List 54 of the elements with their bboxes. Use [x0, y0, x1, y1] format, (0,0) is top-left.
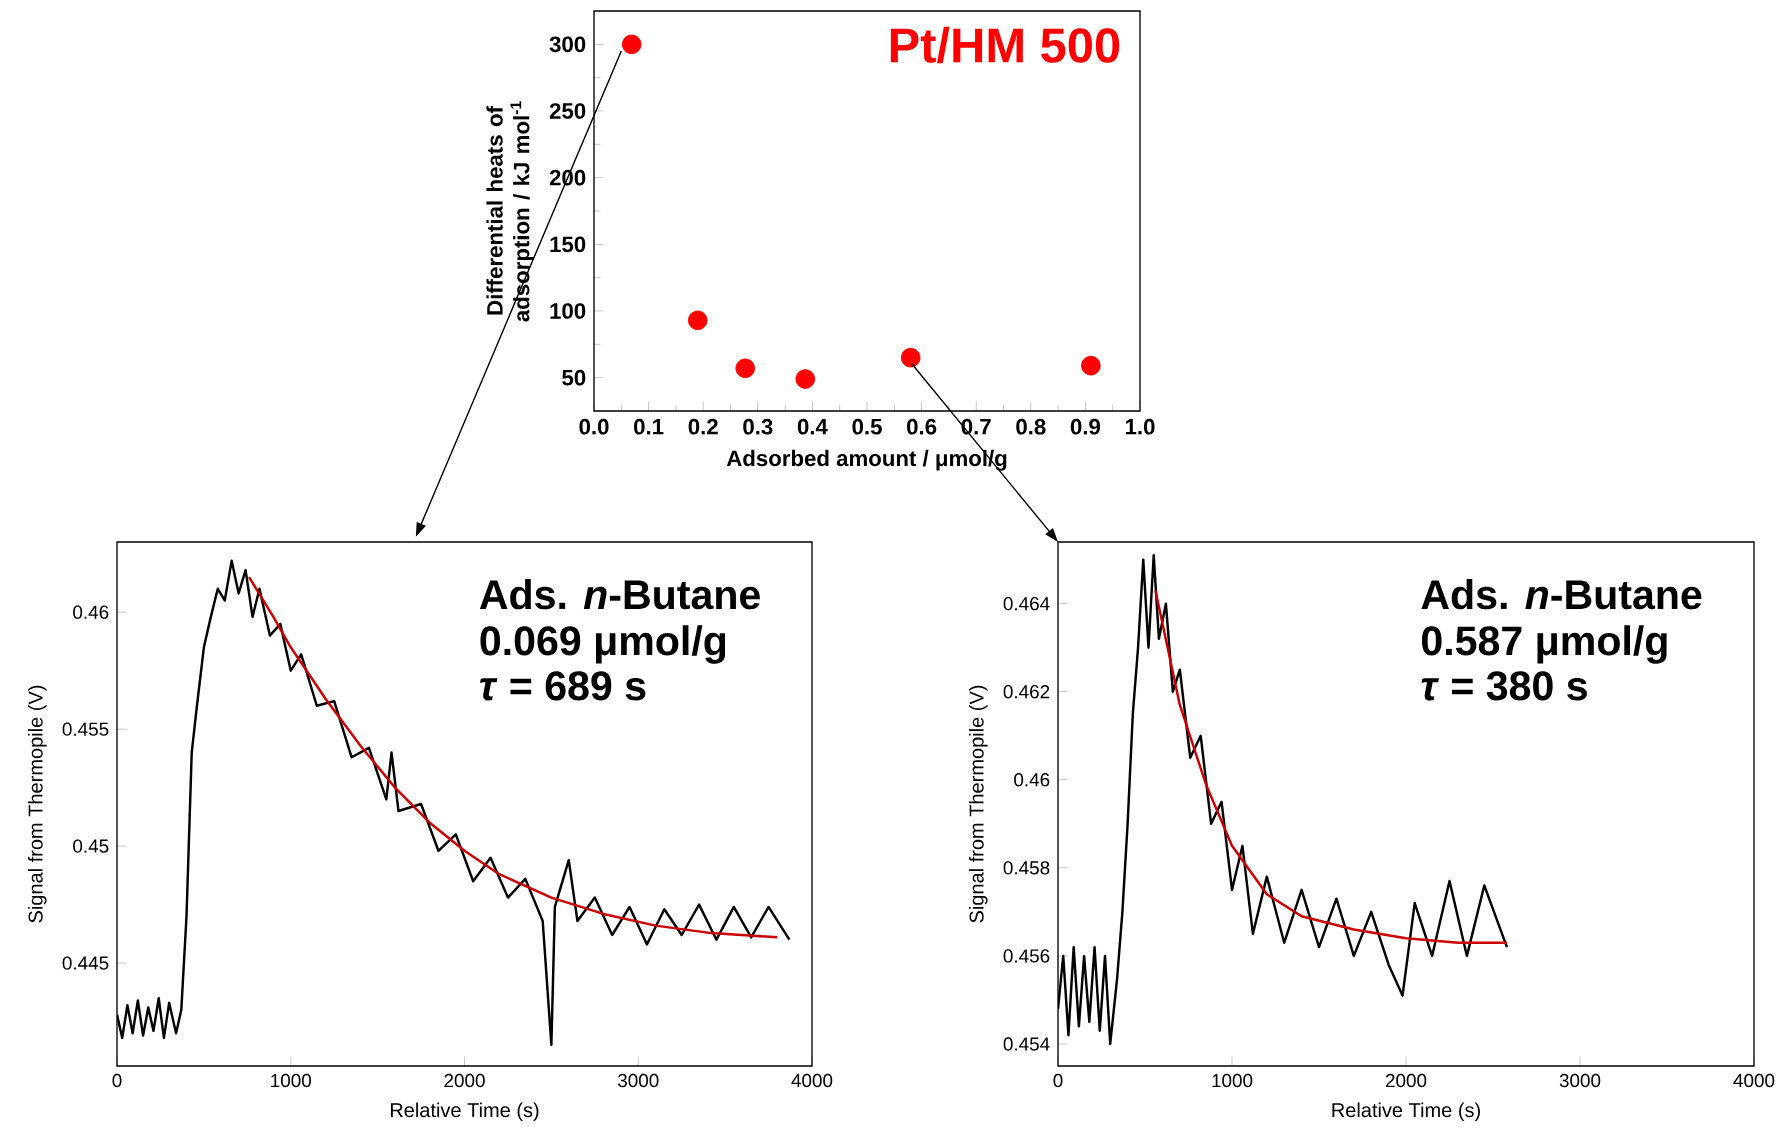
y-tick-label: 300	[549, 36, 586, 53]
y-tick-label: 250	[549, 103, 586, 119]
x-tick-label: 0.1	[634, 418, 664, 435]
y-tick-label: 0.46	[1014, 773, 1050, 787]
annotation: Ads. n-Butane	[1421, 579, 1702, 610]
x-tick-label: 0	[1053, 1073, 1063, 1088]
point	[1081, 355, 1101, 376]
point	[735, 358, 756, 379]
point	[621, 34, 642, 55]
x-tick-label: 0.6	[907, 418, 937, 435]
x-tick-label: 0.5	[852, 418, 882, 435]
y-axis-title: Signal from Thermopile (V)	[27, 685, 47, 923]
y-axis-title: Differential heats of adsorption / kJ mol$^{-1}$	[486, 101, 534, 322]
x-tick-label: 1.0	[1125, 418, 1155, 435]
y-tick-label: 0.445	[62, 956, 109, 970]
y-tick-label: 150	[550, 236, 586, 253]
y-tick-label: 0.458	[1003, 861, 1050, 875]
y-tick-label: 100	[550, 303, 586, 319]
x-tick-label: 2000	[1385, 1073, 1427, 1088]
x-tick-label: 0.3	[743, 418, 773, 435]
y-tick-label: 0.456	[1003, 949, 1050, 963]
x-tick-label: 2000	[444, 1073, 485, 1088]
annotation: 0.069 μmol/g	[480, 625, 726, 664]
y-axis-title: Signal from Thermopile (V)	[968, 685, 988, 923]
annotation: 0.587 μmol/g	[1422, 625, 1667, 664]
y-tick-label: 50	[562, 369, 586, 386]
x-tick-label: 4000	[1733, 1073, 1775, 1088]
x-tick-label: 0.0	[579, 418, 609, 435]
x-tick-label: 0.8	[1016, 418, 1046, 435]
x-axis-title: Relative Time (s)	[1332, 1102, 1480, 1122]
annotation: Ads. n-Butane	[479, 579, 760, 610]
x-axis-title: Relative Time (s)	[390, 1102, 539, 1122]
x-tick-label: 0.4	[797, 418, 828, 435]
x-tick-label: 3000	[617, 1073, 659, 1088]
y-tick-label: 0.45	[73, 839, 109, 853]
x-tick-label: 3000	[1559, 1073, 1601, 1088]
y-tick-label: 0.462	[1003, 685, 1050, 699]
annotation: τ = 380 s	[1421, 671, 1587, 701]
x-tick-label: 0.2	[688, 418, 718, 435]
x-tick-label: 1000	[1212, 1073, 1253, 1088]
x-tick-label: 4000	[791, 1073, 833, 1088]
x-tick-label: 0.9	[1070, 418, 1101, 435]
x-tick-label: 0	[112, 1073, 122, 1088]
point	[900, 347, 921, 368]
y-tick-label: 0.455	[62, 722, 109, 736]
annotation: τ = 689 s	[480, 671, 646, 701]
y-tick-label: 0.464	[1003, 596, 1050, 611]
point	[795, 369, 816, 389]
x-tick-label: 1000	[271, 1073, 312, 1088]
y-tick-label: 0.46	[73, 605, 109, 619]
point	[687, 310, 708, 331]
annotation: Pt/HM 500	[890, 26, 1120, 64]
y-tick-label: 0.454	[1003, 1037, 1050, 1051]
line-series	[247, 575, 779, 939]
